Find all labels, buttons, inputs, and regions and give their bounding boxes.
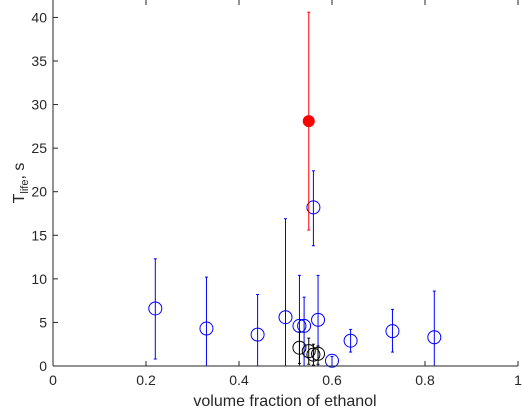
data-point <box>148 301 163 316</box>
y-tick-label: 0 <box>39 358 47 374</box>
y-tick-label: 30 <box>31 97 47 113</box>
data-point <box>427 330 442 345</box>
x-tick-label: 0.2 <box>136 372 156 388</box>
data-point <box>297 318 312 333</box>
y-tick-label: 20 <box>31 184 47 200</box>
data-point <box>311 346 326 361</box>
data-point <box>306 347 321 362</box>
data-point <box>278 310 293 325</box>
y-axis-label: Tlife, s <box>11 163 31 204</box>
data-point <box>199 321 214 336</box>
y-tick-label: 5 <box>39 314 47 330</box>
y-tick-label: 40 <box>31 9 47 25</box>
data-point <box>311 312 326 327</box>
data-point <box>292 340 307 355</box>
y-tick-label: 15 <box>31 227 47 243</box>
y-axis-label-subscript: life <box>19 180 31 194</box>
data-point <box>306 200 321 215</box>
x-tick-label: 0.8 <box>415 372 435 388</box>
data-point <box>343 333 358 348</box>
y-tick-label: 25 <box>31 140 47 156</box>
data-point <box>301 344 316 359</box>
x-tick-label: 0.4 <box>229 372 249 388</box>
x-tick-label: 0 <box>49 372 57 388</box>
data-point <box>250 327 265 342</box>
data-point-filled <box>302 115 315 128</box>
y-tick-label: 35 <box>31 53 47 69</box>
data-point <box>385 324 400 339</box>
x-axis-label: volume fraction of ethanol <box>193 393 376 410</box>
y-tick-label: 10 <box>31 271 47 287</box>
y-axis-label-suffix: , s <box>11 163 28 180</box>
data-series <box>148 11 442 368</box>
x-tick-label: 1 <box>514 372 522 388</box>
data-point <box>325 353 339 368</box>
x-tick-label: 0.6 <box>322 372 342 388</box>
y-axis-label-main: T <box>11 193 28 203</box>
x-ticks: 0 0.2 0.4 0.6 0.8 1 <box>49 0 522 388</box>
